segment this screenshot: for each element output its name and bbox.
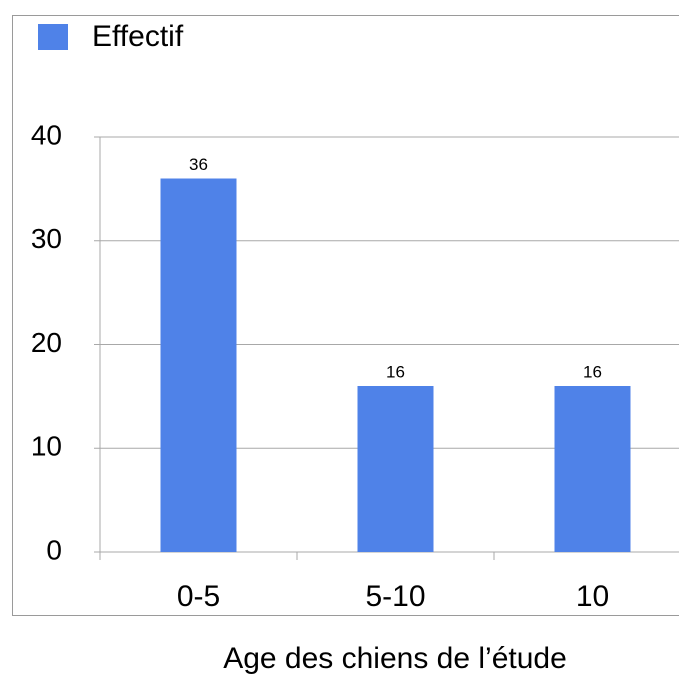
x-tick-label: 0-5 xyxy=(177,580,220,613)
y-tick-label: 30 xyxy=(31,223,62,254)
y-tick-label: 20 xyxy=(31,327,62,358)
data-label: 16 xyxy=(583,362,602,381)
legend-label: Effectif xyxy=(92,20,184,53)
bar xyxy=(554,386,631,552)
bar xyxy=(357,386,434,552)
chart-frame xyxy=(12,15,679,616)
data-label: 16 xyxy=(386,362,405,381)
bar xyxy=(160,178,237,552)
y-tick-label: 10 xyxy=(31,431,62,462)
y-tick-label: 40 xyxy=(31,119,62,150)
x-tick-label: 5-10 xyxy=(365,580,425,613)
x-axis-title: Age des chiens de l’étude xyxy=(223,642,567,675)
y-tick-label: 0 xyxy=(46,534,62,565)
x-tick-label: 10 xyxy=(576,580,609,613)
data-label: 36 xyxy=(189,155,208,174)
legend-swatch xyxy=(38,24,68,50)
